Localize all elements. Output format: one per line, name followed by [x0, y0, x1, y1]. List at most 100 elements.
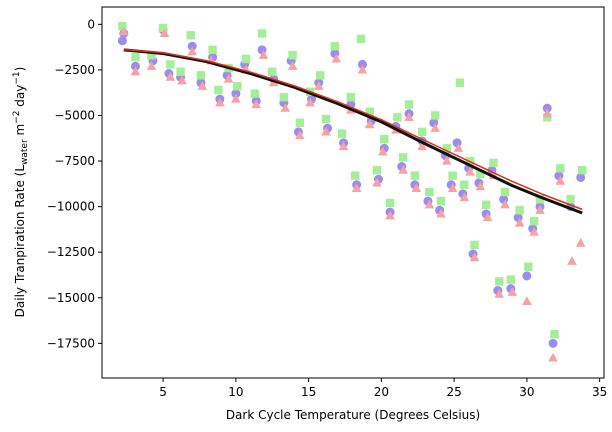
- data-point-triangle: [404, 112, 414, 121]
- data-point-triangle: [295, 130, 305, 140]
- data-point-triangle: [535, 205, 545, 214]
- data-point-triangle: [159, 28, 170, 38]
- data-point-square: [470, 240, 479, 250]
- x-axis-label: Dark Cycle Temperature (Degrees Celsius): [226, 408, 480, 422]
- data-point-triangle: [529, 226, 539, 236]
- x-tick-label: 25: [446, 385, 461, 399]
- data-point-triangle: [119, 26, 129, 36]
- y-tick-label: −5000: [54, 108, 95, 122]
- data-point-triangle: [542, 108, 553, 118]
- data-point-square: [404, 100, 414, 109]
- data-point-square: [176, 67, 185, 76]
- data-point-triangle: [447, 183, 458, 192]
- data-point-square: [515, 206, 524, 215]
- y-label-middle1: m: [13, 124, 27, 140]
- data-point-square: [455, 78, 465, 87]
- data-point-triangle: [398, 164, 408, 174]
- data-point-triangle: [305, 97, 315, 107]
- data-point-square: [481, 200, 491, 210]
- data-point-triangle: [338, 141, 349, 151]
- x-axis-ticks: 5 10 15 20 25 30 35: [159, 378, 607, 399]
- data-point-circle: [187, 41, 197, 51]
- data-point-triangle: [215, 97, 225, 107]
- data-point-square: [476, 169, 485, 179]
- data-point-triangle: [357, 64, 368, 74]
- data-point-square: [147, 51, 156, 60]
- data-point-circle: [542, 103, 552, 113]
- x-tick-label: 5: [159, 385, 167, 399]
- data-point-triangle: [548, 352, 558, 362]
- data-point-triangle: [146, 61, 157, 70]
- data-point-square: [425, 187, 434, 197]
- data-point-triangle: [223, 73, 234, 83]
- data-point-square: [566, 195, 575, 204]
- data-point-circle: [576, 172, 586, 182]
- data-point-square: [442, 144, 452, 153]
- data-point-square: [393, 113, 402, 122]
- x-tick-label: 20: [374, 385, 389, 399]
- data-point-square: [214, 85, 223, 95]
- data-point-triangle: [436, 208, 446, 218]
- data-point-square: [365, 107, 374, 117]
- data-point-triangle: [465, 166, 475, 176]
- fit-line: [123, 48, 583, 211]
- data-point-triangle: [514, 217, 525, 227]
- y-label-suffix: ): [13, 67, 27, 72]
- data-point-triangle: [567, 256, 577, 265]
- data-point-square: [448, 171, 457, 180]
- x-tick-label: 30: [519, 385, 534, 399]
- data-point-triangle: [372, 177, 382, 187]
- data-point-square: [208, 45, 217, 55]
- data-point-triangle: [331, 53, 342, 63]
- y-tick-label: −12500: [47, 245, 95, 259]
- y-label-sup2: −1: [12, 71, 22, 84]
- y-axis-ticks: 0 −2500 −5000 −7500 −10000 −12500 −15000 −17500: [47, 17, 102, 350]
- data-point-square: [556, 164, 565, 173]
- plot-marks: [117, 21, 587, 362]
- data-point-square: [431, 111, 440, 120]
- data-point-square: [158, 23, 168, 33]
- data-point-triangle: [459, 192, 470, 202]
- data-point-triangle: [378, 146, 388, 156]
- data-point-triangle: [314, 81, 324, 90]
- data-point-square: [295, 118, 305, 127]
- data-point-square: [550, 330, 559, 339]
- y-tick-label: −17500: [47, 336, 95, 350]
- y-tick-label: −15000: [47, 291, 95, 305]
- data-point-triangle: [469, 252, 480, 262]
- data-point-square: [410, 171, 420, 180]
- data-point-triangle: [280, 102, 291, 112]
- data-point-square: [356, 34, 366, 44]
- y-label-sub: water: [20, 139, 30, 165]
- data-point-circle: [522, 271, 532, 281]
- data-point-triangle: [500, 199, 510, 209]
- data-point-square: [166, 60, 175, 69]
- fit-curves: [123, 48, 583, 215]
- data-point-square: [346, 93, 356, 102]
- data-point-triangle: [453, 143, 464, 152]
- data-point-square: [330, 41, 340, 51]
- data-point-square: [495, 277, 504, 286]
- data-point-square: [577, 165, 587, 175]
- data-point-triangle: [258, 50, 269, 59]
- data-point-square: [500, 187, 510, 197]
- data-point-square: [279, 93, 289, 102]
- data-point-square: [257, 29, 267, 38]
- data-point-triangle: [385, 210, 395, 220]
- data-point-circle: [117, 36, 127, 46]
- data-point-triangle: [494, 288, 505, 298]
- data-point-square: [372, 165, 382, 175]
- data-point-triangle: [364, 119, 375, 129]
- data-point-square: [186, 31, 195, 40]
- data-point-triangle: [430, 123, 441, 132]
- data-point-triangle: [507, 287, 518, 296]
- y-tick-label: −10000: [47, 200, 95, 214]
- y-tick-label: −2500: [54, 63, 95, 77]
- data-point-triangle: [231, 93, 241, 103]
- data-point-circle: [357, 59, 367, 69]
- data-point-square: [337, 129, 347, 138]
- data-point-square: [350, 171, 360, 180]
- data-point-square: [241, 54, 251, 64]
- data-point-triangle: [351, 183, 362, 192]
